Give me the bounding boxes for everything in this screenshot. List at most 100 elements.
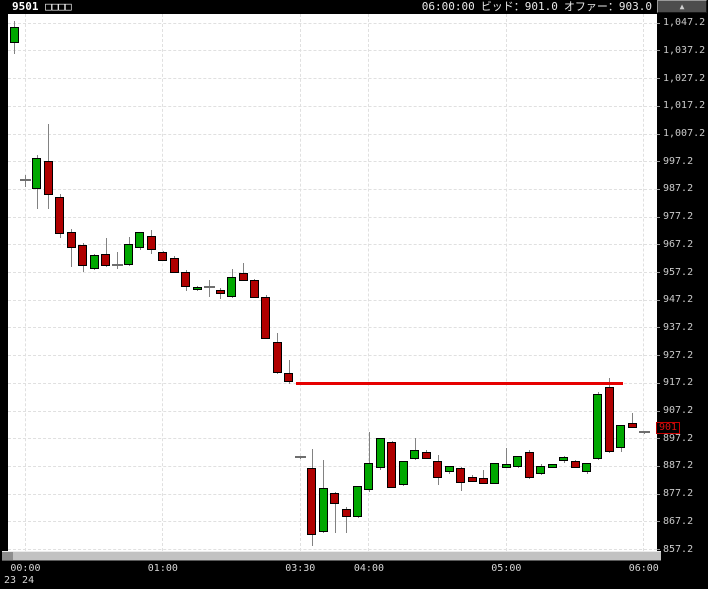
y-axis-label: 867.2	[663, 516, 694, 527]
candle-wick	[506, 447, 507, 469]
price-gridline	[8, 217, 657, 218]
price-gridline	[8, 355, 657, 356]
doji-candle	[112, 263, 123, 266]
price-gridline	[8, 106, 657, 107]
time-gridline	[506, 14, 507, 551]
bullish-candle	[593, 393, 603, 459]
bullish-candle	[227, 277, 236, 297]
scrollbar-thumb[interactable]	[2, 552, 13, 560]
price-gridline	[8, 521, 657, 522]
bullish-candle	[444, 465, 454, 473]
bearish-candle	[101, 253, 111, 267]
offer-value: 903.0	[618, 0, 652, 13]
bearish-candle	[284, 372, 294, 383]
horizontal-scrollbar[interactable]	[2, 551, 661, 561]
bearish-candle	[467, 476, 477, 483]
bullish-candle	[375, 437, 385, 469]
bearish-candle	[524, 451, 534, 478]
y-axis-label: 857.2	[663, 544, 694, 555]
chart-plot-area[interactable]	[8, 14, 657, 551]
price-gridline	[8, 549, 657, 550]
bearish-candle	[261, 296, 271, 340]
bearish-candle	[238, 273, 248, 282]
y-axis-tick	[657, 327, 660, 328]
y-axis-tick	[657, 411, 660, 412]
gap-level-line	[295, 382, 624, 386]
y-axis-tick	[657, 549, 660, 550]
price-gridline	[8, 327, 657, 328]
y-axis-tick	[657, 272, 660, 273]
time-gridline	[25, 14, 26, 551]
y-axis-tick	[657, 355, 660, 356]
bullish-candle	[398, 461, 408, 485]
bearish-candle	[158, 252, 168, 261]
x-axis-label: 06:00	[628, 563, 659, 574]
bullish-candle	[318, 487, 328, 532]
y-axis-tick	[657, 23, 660, 24]
bullish-candle	[124, 244, 133, 265]
y-axis-label: 957.2	[663, 267, 694, 278]
price-gridline	[8, 466, 657, 467]
bullish-candle	[547, 464, 557, 469]
y-axis-label: 1,017.2	[663, 100, 706, 111]
y-axis-label: 877.2	[663, 488, 694, 499]
time-gridline	[162, 14, 163, 551]
bid-label: ビッド：	[480, 0, 525, 13]
bullish-candle	[616, 425, 626, 448]
y-axis-tick	[657, 494, 660, 495]
y-axis-tick	[657, 78, 660, 79]
y-axis-tick	[657, 438, 660, 439]
price-gridline	[8, 23, 657, 24]
y-axis-label: 937.2	[663, 322, 694, 333]
bullish-candle	[559, 457, 569, 462]
y-axis-tick	[657, 383, 660, 384]
x-axis-label: 03:30	[285, 563, 316, 574]
time-gridline	[643, 14, 644, 551]
offer-label: オファー：	[563, 0, 619, 13]
y-axis-label: 987.2	[663, 183, 694, 194]
bearish-candle	[78, 245, 88, 267]
y-axis-label: 927.2	[663, 350, 694, 361]
bearish-candle	[330, 493, 340, 505]
x-axis-label: 04:00	[353, 563, 384, 574]
bearish-candle	[43, 160, 53, 196]
price-gridline	[8, 411, 657, 412]
y-axis-tick	[657, 106, 660, 107]
candle-wick	[483, 469, 484, 484]
x-axis-label: 00:00	[10, 563, 41, 574]
bid-value: 901.0	[524, 0, 558, 13]
price-gridline	[8, 272, 657, 273]
y-axis-label: 947.2	[663, 294, 694, 305]
candle-wick	[415, 437, 416, 461]
bearish-candle	[478, 478, 488, 484]
candle-wick	[106, 238, 107, 268]
collapse-button[interactable]: ▲	[657, 0, 707, 13]
y-axis-tick	[657, 521, 660, 522]
bullish-candle	[353, 486, 362, 517]
time-gridline	[368, 14, 369, 551]
bearish-candle	[456, 468, 465, 484]
doji-candle	[20, 179, 32, 182]
y-axis-label: 1,027.2	[663, 73, 706, 84]
bullish-candle	[192, 286, 202, 290]
candle-wick	[369, 432, 370, 492]
y-axis-label: 1,047.2	[663, 17, 706, 28]
y-axis-tick	[657, 50, 660, 51]
y-axis-label: 907.2	[663, 405, 694, 416]
symbol-name: □□□□	[45, 0, 72, 13]
candle-wick	[632, 412, 633, 429]
y-axis-label: 917.2	[663, 377, 694, 388]
quote-readout: 06:00:00 ビッド：901.0 オファー：903.0	[416, 1, 652, 13]
y-axis-label: 887.2	[663, 460, 694, 471]
candle-wick	[117, 252, 118, 269]
y-axis-tick	[657, 300, 660, 301]
bearish-candle	[181, 271, 191, 287]
date-change-label: 23 24	[4, 575, 35, 586]
bullish-candle	[410, 450, 420, 459]
bearish-candle	[387, 442, 397, 488]
price-gridline	[8, 50, 657, 51]
bearish-candle	[249, 280, 259, 298]
y-axis-tick	[657, 466, 660, 467]
bullish-candle	[9, 26, 19, 44]
y-axis-tick	[657, 134, 660, 135]
